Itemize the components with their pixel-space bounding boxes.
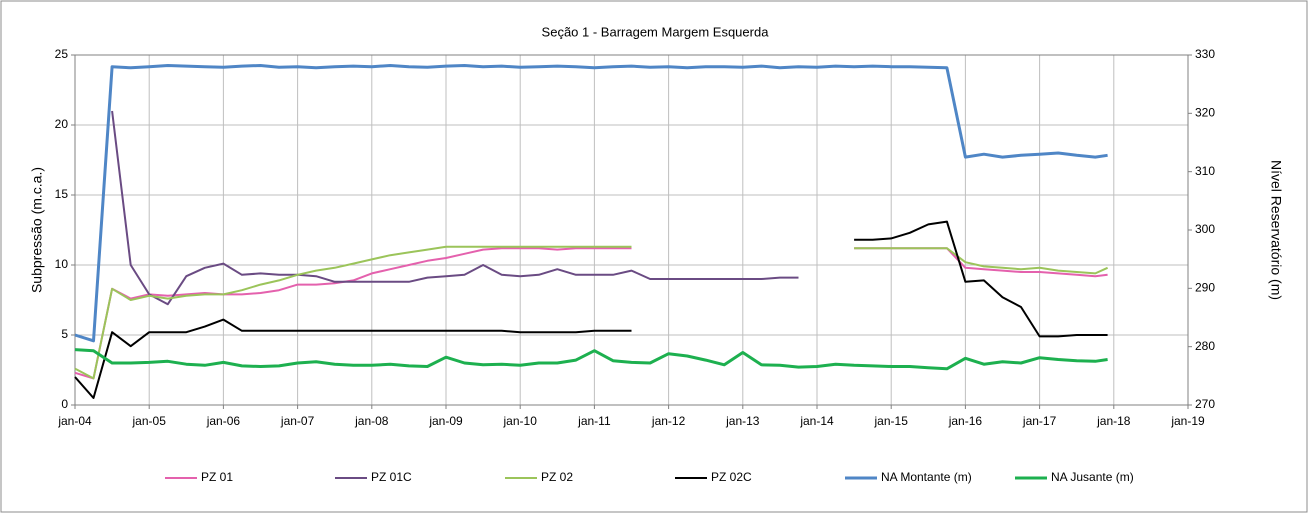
legend-label: NA Montante (m) (881, 470, 972, 484)
x-tick-label: jan-19 (1170, 414, 1205, 428)
series-line (111, 110, 799, 306)
x-tick-label: jan-09 (428, 414, 463, 428)
series-line (74, 64, 1108, 343)
legend-label: PZ 01C (371, 470, 412, 484)
y-axis-label: Subpressão (m.c.a.) (29, 167, 45, 293)
x-tick-label: jan-14 (799, 414, 834, 428)
x-tick-label: jan-17 (1022, 414, 1057, 428)
x-tick-label: jan-15 (874, 414, 909, 428)
x-tick-label: jan-12 (651, 414, 686, 428)
x-tick-label: jan-16 (948, 414, 983, 428)
y-tick-label: 25 (55, 47, 69, 61)
x-tick-label: jan-04 (57, 414, 92, 428)
x-tick-label: jan-05 (132, 414, 167, 428)
y2-tick-label: 290 (1195, 281, 1215, 295)
x-tick-label: jan-06 (206, 414, 241, 428)
x-tick-label: jan-10 (503, 414, 538, 428)
y-tick-label: 20 (55, 117, 69, 131)
y-tick-label: 5 (61, 327, 68, 341)
legend-label: NA Jusante (m) (1051, 470, 1134, 484)
x-tick-label: jan-11 (577, 414, 611, 428)
x-tick-label: jan-18 (1096, 414, 1131, 428)
y2-axis-label: Nível Reservatório (m) (1268, 160, 1284, 300)
series-line (74, 245, 1109, 380)
legend-label: PZ 01 (201, 470, 233, 484)
series-line (74, 220, 1108, 399)
x-tick-label: jan-13 (725, 414, 760, 428)
y2-tick-label: 310 (1195, 164, 1215, 178)
y-tick-label: 15 (55, 187, 69, 201)
y2-tick-label: 330 (1195, 47, 1215, 61)
y-tick-label: 10 (55, 257, 69, 271)
plot-frame (74, 54, 1189, 406)
legend-label: PZ 02C (711, 470, 752, 484)
y2-tick-label: 320 (1195, 106, 1215, 120)
chart-title: Seção 1 - Barragem Margem Esquerda (542, 24, 770, 39)
x-tick-label: jan-08 (354, 414, 389, 428)
y-tick-label: 0 (61, 397, 68, 411)
y2-tick-label: 280 (1195, 339, 1215, 353)
x-tick-label: jan-07 (280, 414, 315, 428)
legend-label: PZ 02 (541, 470, 573, 484)
y2-tick-label: 300 (1195, 222, 1215, 236)
series-line (74, 348, 1108, 371)
y2-tick-label: 270 (1195, 397, 1215, 411)
